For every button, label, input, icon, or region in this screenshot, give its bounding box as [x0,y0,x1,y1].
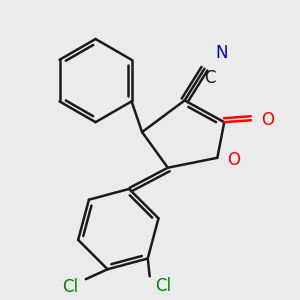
Text: O: O [261,111,274,129]
Text: O: O [227,151,240,169]
Text: Cl: Cl [62,278,78,296]
Text: Cl: Cl [155,277,171,295]
Text: C: C [204,69,215,87]
Text: N: N [215,44,227,62]
